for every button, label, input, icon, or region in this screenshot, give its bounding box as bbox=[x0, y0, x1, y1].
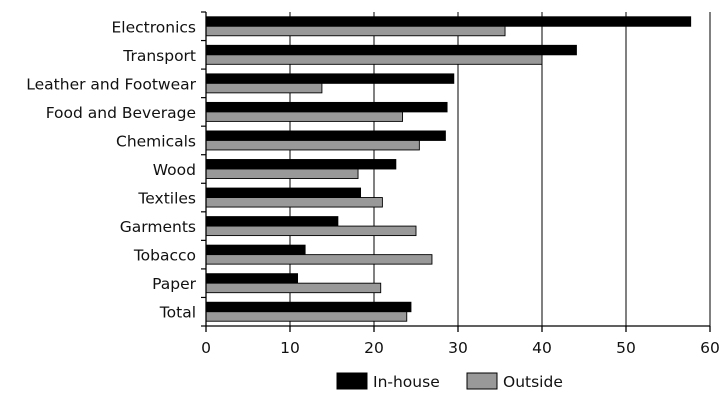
category-label: Textiles bbox=[137, 190, 196, 208]
bars bbox=[205, 16, 692, 322]
bar-in-house bbox=[205, 301, 412, 313]
bar-in-house bbox=[205, 187, 362, 198]
bar-outside bbox=[205, 168, 359, 179]
legend: In-house Outside bbox=[336, 372, 563, 391]
bar-outside bbox=[205, 25, 506, 37]
bar-in-house bbox=[205, 159, 397, 170]
x-tick-label: 10 bbox=[280, 339, 300, 357]
bar-in-house bbox=[205, 216, 339, 227]
x-tick-label: 60 bbox=[700, 339, 720, 357]
bar-outside bbox=[205, 54, 543, 65]
bar-in-house bbox=[205, 244, 306, 256]
bar-in-house bbox=[205, 273, 299, 284]
x-tick-label: 50 bbox=[616, 339, 636, 357]
legend-label-outside: Outside bbox=[503, 373, 563, 391]
category-label: Chemicals bbox=[116, 132, 196, 150]
bar-in-house bbox=[205, 73, 455, 84]
legend-swatch-in-house bbox=[336, 372, 368, 390]
category-label: Transport bbox=[122, 47, 196, 65]
bar-outside bbox=[205, 282, 382, 294]
category-label: Paper bbox=[152, 275, 197, 293]
category-label: Food and Beverage bbox=[46, 104, 196, 122]
category-labels: Electronics Transport Leather and Footwear… bbox=[26, 11, 206, 327]
x-tick-label: 20 bbox=[364, 339, 384, 357]
category-label: Tobacco bbox=[133, 247, 196, 265]
category-label: Total bbox=[159, 304, 196, 322]
bar-in-house bbox=[205, 130, 446, 141]
category-label: Leather and Footwear bbox=[26, 75, 196, 93]
bar-outside bbox=[205, 140, 420, 151]
bar-in-house bbox=[205, 44, 577, 56]
bar-in-house bbox=[205, 101, 448, 113]
x-tick-label: 30 bbox=[448, 339, 468, 357]
x-tick-label: 0 bbox=[201, 339, 211, 357]
bar-in-house bbox=[205, 16, 692, 27]
bar-outside bbox=[205, 254, 433, 265]
x-axis-ticks: 0 10 20 30 40 50 60 bbox=[201, 326, 720, 357]
x-tick-label: 40 bbox=[532, 339, 552, 357]
bar-outside bbox=[205, 225, 417, 237]
bar-outside bbox=[205, 111, 404, 122]
category-label: Wood bbox=[153, 161, 196, 179]
bar-outside bbox=[205, 197, 383, 208]
legend-label-in-house: In-house bbox=[373, 373, 440, 391]
bar-outside bbox=[205, 82, 323, 94]
legend-swatch-outside bbox=[466, 372, 498, 390]
category-label: Electronics bbox=[112, 18, 196, 36]
bar-outside bbox=[205, 311, 408, 322]
category-label: Garments bbox=[120, 218, 196, 236]
